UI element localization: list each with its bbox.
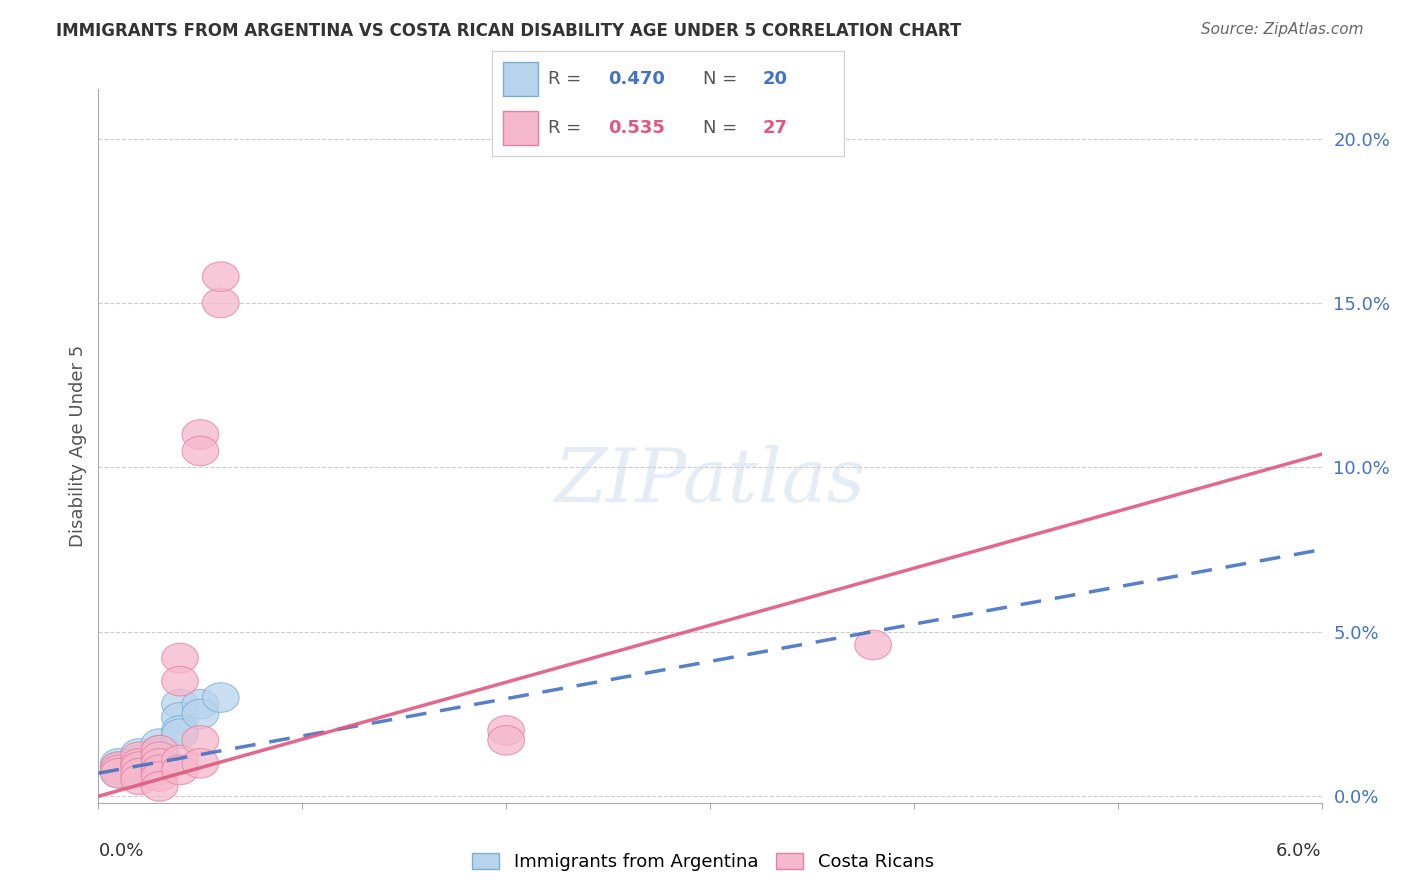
Ellipse shape [121, 739, 157, 768]
Ellipse shape [121, 745, 157, 775]
Ellipse shape [162, 643, 198, 673]
Ellipse shape [162, 719, 198, 748]
Ellipse shape [141, 762, 179, 791]
Ellipse shape [855, 630, 891, 660]
Text: 0.470: 0.470 [609, 70, 665, 88]
Ellipse shape [181, 725, 219, 756]
Ellipse shape [162, 756, 198, 785]
Ellipse shape [162, 745, 198, 775]
Text: 0.0%: 0.0% [98, 842, 143, 860]
Ellipse shape [141, 745, 179, 775]
Text: Source: ZipAtlas.com: Source: ZipAtlas.com [1201, 22, 1364, 37]
Ellipse shape [141, 735, 179, 765]
Ellipse shape [100, 752, 138, 781]
Text: N =: N = [703, 119, 742, 136]
Ellipse shape [100, 748, 138, 778]
Ellipse shape [121, 765, 157, 795]
Text: IMMIGRANTS FROM ARGENTINA VS COSTA RICAN DISABILITY AGE UNDER 5 CORRELATION CHAR: IMMIGRANTS FROM ARGENTINA VS COSTA RICAN… [56, 22, 962, 40]
Text: 6.0%: 6.0% [1277, 842, 1322, 860]
Text: 20: 20 [762, 70, 787, 88]
FancyBboxPatch shape [503, 62, 537, 96]
Text: ZIPatlas: ZIPatlas [554, 445, 866, 518]
Ellipse shape [121, 758, 157, 788]
Ellipse shape [162, 666, 198, 696]
Ellipse shape [141, 748, 179, 778]
Ellipse shape [121, 748, 157, 778]
Ellipse shape [488, 725, 524, 756]
Ellipse shape [202, 682, 239, 713]
Ellipse shape [100, 756, 138, 785]
Ellipse shape [141, 748, 179, 778]
Ellipse shape [162, 690, 198, 719]
Ellipse shape [100, 758, 138, 788]
Ellipse shape [141, 735, 179, 765]
Ellipse shape [141, 756, 179, 785]
Ellipse shape [100, 752, 138, 781]
Ellipse shape [100, 758, 138, 788]
Text: N =: N = [703, 70, 742, 88]
Text: 0.535: 0.535 [609, 119, 665, 136]
Ellipse shape [181, 699, 219, 729]
Ellipse shape [121, 742, 157, 772]
Ellipse shape [181, 436, 219, 466]
Ellipse shape [162, 703, 198, 732]
Ellipse shape [121, 756, 157, 785]
Ellipse shape [121, 752, 157, 781]
Ellipse shape [141, 772, 179, 801]
Text: 27: 27 [762, 119, 787, 136]
Text: R =: R = [548, 70, 588, 88]
FancyBboxPatch shape [503, 111, 537, 145]
Ellipse shape [141, 729, 179, 758]
Ellipse shape [141, 742, 179, 772]
Y-axis label: Disability Age Under 5: Disability Age Under 5 [69, 345, 87, 547]
Ellipse shape [181, 690, 219, 719]
Ellipse shape [488, 715, 524, 745]
Legend: Immigrants from Argentina, Costa Ricans: Immigrants from Argentina, Costa Ricans [465, 846, 941, 879]
Ellipse shape [162, 715, 198, 745]
Ellipse shape [202, 288, 239, 318]
Text: R =: R = [548, 119, 588, 136]
Ellipse shape [202, 262, 239, 292]
Ellipse shape [181, 748, 219, 778]
Ellipse shape [121, 748, 157, 778]
Ellipse shape [121, 752, 157, 781]
Ellipse shape [181, 420, 219, 450]
Ellipse shape [141, 739, 179, 768]
